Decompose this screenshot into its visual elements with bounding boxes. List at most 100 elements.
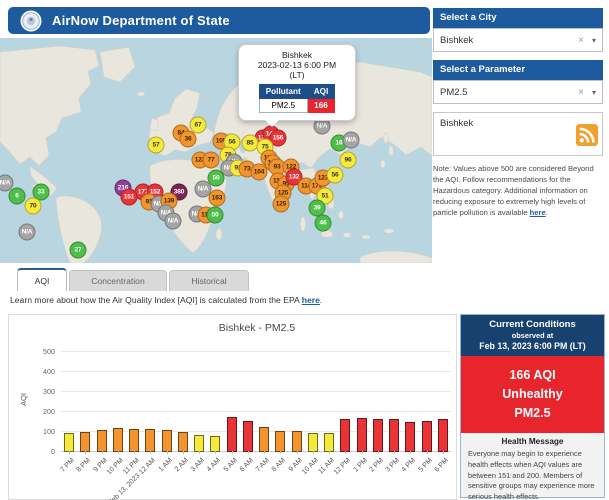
select-parameter-header: Select a Parameter bbox=[433, 60, 603, 80]
aqi-marker[interactable]: 104 bbox=[250, 163, 268, 181]
chart-bar[interactable] bbox=[80, 431, 91, 452]
aqi-marker[interactable]: 27 bbox=[69, 241, 87, 259]
chart-bar[interactable] bbox=[259, 427, 270, 452]
clear-city-icon[interactable]: × bbox=[578, 34, 584, 46]
chart-bar[interactable] bbox=[437, 418, 448, 452]
chart-bar[interactable] bbox=[129, 428, 140, 452]
chart-bar[interactable] bbox=[242, 421, 253, 452]
cc-aqi-value: 166 AQI bbox=[509, 368, 556, 382]
chart-bar[interactable] bbox=[210, 436, 221, 452]
aqi-marker[interactable]: 56 bbox=[326, 166, 344, 184]
y-tick-label: 300 bbox=[43, 387, 55, 396]
aqi-marker[interactable]: N/A bbox=[194, 180, 212, 198]
chart-bar[interactable] bbox=[112, 427, 123, 452]
x-tick bbox=[101, 451, 103, 454]
clear-parameter-icon[interactable]: × bbox=[578, 86, 584, 98]
x-tick bbox=[85, 451, 87, 454]
x-tick bbox=[410, 451, 412, 454]
aqi-marker[interactable]: 36 bbox=[179, 130, 197, 148]
gridline bbox=[61, 451, 451, 452]
aqi-marker[interactable]: N/A bbox=[18, 223, 36, 241]
aqi-marker[interactable]: 50 bbox=[206, 206, 224, 224]
chart-bar[interactable] bbox=[145, 429, 156, 452]
x-tick bbox=[247, 451, 249, 454]
health-message-title: Health Message bbox=[501, 437, 564, 446]
aqi-marker[interactable]: 156 bbox=[269, 129, 287, 147]
gridline bbox=[61, 431, 451, 432]
chart-bar[interactable] bbox=[356, 418, 367, 452]
x-tick bbox=[215, 451, 217, 454]
x-tick bbox=[296, 451, 298, 454]
city-select-value: Bishkek bbox=[440, 34, 474, 46]
chart-bar[interactable] bbox=[64, 433, 75, 452]
aqi-marker[interactable]: 57 bbox=[147, 136, 165, 154]
popup-datetime: 2023-02-13 6:00 PM bbox=[257, 60, 337, 70]
parameter-select[interactable]: PM2.5 × ▾ bbox=[433, 80, 603, 104]
aqi-marker[interactable]: 163 bbox=[208, 189, 226, 207]
epa-here-link[interactable]: here bbox=[301, 295, 320, 305]
tab-bar: AQI Concentration Historical bbox=[17, 268, 251, 291]
chart-bar[interactable] bbox=[324, 432, 335, 452]
app-header: AirNow Department of State bbox=[8, 7, 430, 34]
world-aqi-map[interactable]: N/A63370N/A2757678436105561227778N/AN/A9… bbox=[0, 38, 432, 263]
popup-table: Pollutant AQI PM2.5 166 bbox=[258, 84, 336, 113]
chart-bar[interactable] bbox=[291, 431, 302, 452]
aqi-marker[interactable]: 125 bbox=[272, 195, 290, 213]
aqi-marker[interactable]: 50 bbox=[207, 169, 225, 187]
chart-bar[interactable] bbox=[405, 422, 416, 452]
gridline bbox=[61, 411, 451, 412]
x-tick bbox=[134, 451, 136, 454]
chart-bar[interactable] bbox=[177, 431, 188, 452]
health-message: Health Message Everyone may begin to exp… bbox=[461, 433, 604, 500]
aqi-marker[interactable]: N/A bbox=[0, 174, 14, 192]
aqi-marker[interactable]: 151 bbox=[120, 188, 138, 206]
aqi-marker[interactable]: 46 bbox=[314, 214, 332, 232]
parameter-select-value: PM2.5 bbox=[440, 86, 468, 98]
cc-category: Unhealthy bbox=[502, 387, 563, 401]
gridline bbox=[61, 351, 451, 352]
chart-bar[interactable] bbox=[372, 418, 383, 452]
select-city-header: Select a City bbox=[433, 8, 603, 28]
dos-seal-icon bbox=[20, 10, 42, 31]
tab-aqi[interactable]: AQI bbox=[17, 268, 67, 291]
cc-observed-time: Feb 13, 2023 6:00 PM (LT) bbox=[479, 341, 586, 351]
aqi-marker[interactable]: 70 bbox=[24, 197, 42, 215]
popup-pollutant-value: PM2.5 bbox=[258, 98, 308, 113]
chevron-down-icon[interactable]: ▾ bbox=[591, 87, 596, 97]
x-tick bbox=[442, 451, 444, 454]
aqi-marker[interactable]: 6 bbox=[8, 187, 26, 205]
feed-city-label: Bishkek bbox=[440, 118, 474, 129]
aqi-marker[interactable]: 96 bbox=[339, 151, 357, 169]
aqi-marker[interactable]: N/A bbox=[342, 131, 360, 149]
cc-observed-label: observed at bbox=[511, 331, 554, 340]
learn-more-text: Learn more about how the Air Quality Ind… bbox=[10, 295, 323, 305]
city-select[interactable]: Bishkek × ▾ bbox=[433, 28, 603, 52]
x-tick bbox=[426, 451, 428, 454]
aqi-marker[interactable]: 85 bbox=[241, 134, 259, 152]
x-tick bbox=[394, 451, 396, 454]
chart-bar[interactable] bbox=[161, 430, 172, 452]
x-tick bbox=[231, 451, 233, 454]
chart-bar[interactable] bbox=[96, 430, 107, 452]
x-tick bbox=[199, 451, 201, 454]
tab-historical[interactable]: Historical bbox=[169, 270, 249, 291]
x-tick bbox=[280, 451, 282, 454]
aqi-bar-chart: Bishkek - PM2.5 AQI 0 100 200 300 400 500 7 PM… bbox=[8, 314, 457, 500]
rss-feed-icon[interactable] bbox=[576, 124, 598, 146]
chart-plot-area: 0 100 200 300 400 500 7 PM 8 PM 9 PM 10 PM 11 PM Fe… bbox=[43, 347, 451, 500]
chevron-down-icon[interactable]: ▾ bbox=[591, 35, 596, 45]
chart-bar[interactable] bbox=[307, 433, 318, 452]
aqi-marker[interactable]: 33 bbox=[32, 183, 50, 201]
aqi-marker[interactable]: 77 bbox=[202, 151, 220, 169]
note-here-link[interactable]: here bbox=[529, 208, 546, 217]
chart-bar[interactable] bbox=[340, 418, 351, 452]
aqi-marker[interactable]: 67 bbox=[189, 116, 207, 134]
chart-bar[interactable] bbox=[275, 431, 286, 452]
chart-bar[interactable] bbox=[194, 434, 205, 452]
aqi-marker[interactable]: N/A bbox=[164, 212, 182, 230]
chart-bar[interactable] bbox=[226, 417, 237, 452]
chart-bar[interactable] bbox=[421, 421, 432, 452]
x-tick bbox=[264, 451, 266, 454]
chart-bar[interactable] bbox=[389, 419, 400, 452]
tab-concentration[interactable]: Concentration bbox=[69, 270, 167, 291]
